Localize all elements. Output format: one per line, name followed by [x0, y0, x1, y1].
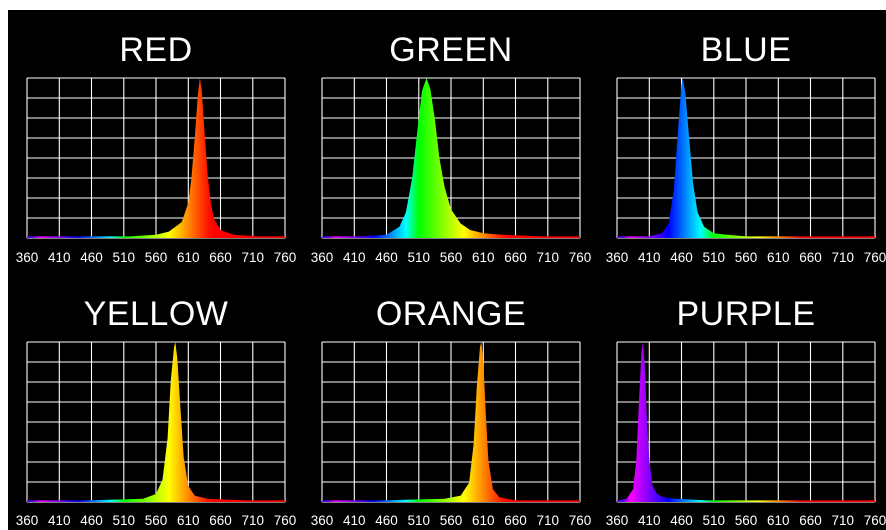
- x-tick-label: 760: [569, 513, 591, 528]
- x-tick-label: 460: [80, 513, 103, 528]
- spectrum-plot-purple: [616, 341, 876, 503]
- spectrum-plot-green: [321, 77, 581, 239]
- x-tick-label: 760: [864, 250, 886, 265]
- chart-title-blue: BLUE: [700, 31, 792, 69]
- x-tick-label: 610: [177, 513, 200, 528]
- plot-grid: [26, 77, 286, 239]
- x-tick-label: 760: [569, 250, 591, 265]
- x-tick-label: 760: [274, 250, 296, 265]
- x-tick-label: 760: [274, 513, 296, 528]
- x-tick-label: 460: [80, 250, 103, 265]
- x-axis-ticks: 360 410 460 510 560 610 660 710 760: [311, 250, 591, 265]
- plot-grid: [26, 341, 286, 503]
- x-tick-label: 510: [408, 250, 431, 265]
- chart-title-red: RED: [119, 31, 193, 69]
- x-tick-label: 610: [472, 513, 495, 528]
- x-tick-label: 360: [311, 513, 333, 528]
- x-tick-label: 410: [48, 513, 71, 528]
- spectrum-area: [617, 342, 875, 502]
- x-tick-label: 360: [606, 513, 628, 528]
- x-tick-label: 560: [145, 250, 168, 265]
- chart-grid: RED 360 410 460 510 560 610 660 710 760 GREEN 360 41…: [8, 10, 886, 530]
- chart-title-green: GREEN: [389, 31, 513, 69]
- x-axis-ticks: 360 410 460 510 560 610 660 710 760: [606, 250, 886, 265]
- x-tick-label: 760: [864, 513, 886, 528]
- x-tick-label: 560: [145, 513, 168, 528]
- x-tick-label: 560: [440, 250, 463, 265]
- x-tick-label: 660: [504, 513, 527, 528]
- spectrum-plot-blue: [616, 77, 876, 239]
- x-tick-label: 660: [209, 513, 232, 528]
- x-tick-label: 610: [767, 250, 790, 265]
- plot-grid: [616, 77, 876, 239]
- x-tick-label: 410: [638, 513, 661, 528]
- x-tick-label: 710: [832, 250, 855, 265]
- x-axis-ticks: 360 410 460 510 560 610 660 710 760: [606, 513, 886, 528]
- x-tick-label: 510: [703, 250, 726, 265]
- x-tick-label: 660: [799, 250, 822, 265]
- spectrum-plot-yellow: [26, 341, 286, 503]
- x-tick-label: 510: [703, 513, 726, 528]
- x-tick-label: 460: [375, 513, 398, 528]
- spectrum-plot-red: [26, 77, 286, 239]
- x-tick-label: 710: [242, 513, 265, 528]
- x-tick-label: 360: [606, 250, 628, 265]
- x-axis-ticks: 360 410 460 510 560 610 660 710 760: [311, 513, 591, 528]
- x-tick-label: 660: [799, 513, 822, 528]
- plot-grid: [321, 341, 581, 503]
- chart-title-purple: PURPLE: [676, 295, 816, 333]
- x-tick-label: 460: [670, 250, 693, 265]
- spectrum-plot-orange: [321, 341, 581, 503]
- spectrum-area: [617, 78, 875, 238]
- x-tick-label: 460: [375, 250, 398, 265]
- x-tick-label: 510: [408, 513, 431, 528]
- x-tick-label: 610: [472, 250, 495, 265]
- x-axis-ticks: 360 410 460 510 560 610 660 710 760: [16, 250, 296, 265]
- x-tick-label: 360: [311, 250, 333, 265]
- x-tick-label: 410: [343, 250, 366, 265]
- x-tick-label: 710: [242, 250, 265, 265]
- chart-title-yellow: YELLOW: [83, 295, 229, 333]
- x-tick-label: 510: [113, 250, 136, 265]
- x-tick-label: 610: [767, 513, 790, 528]
- x-tick-label: 360: [16, 513, 38, 528]
- x-tick-label: 660: [209, 250, 232, 265]
- x-tick-label: 410: [48, 250, 71, 265]
- x-tick-label: 460: [670, 513, 693, 528]
- x-tick-label: 610: [177, 250, 200, 265]
- x-tick-label: 560: [440, 513, 463, 528]
- x-axis-ticks: 360 410 460 510 560 610 660 710 760: [16, 513, 296, 528]
- x-tick-label: 360: [16, 250, 38, 265]
- x-tick-label: 560: [735, 513, 758, 528]
- x-tick-label: 510: [113, 513, 136, 528]
- x-tick-label: 710: [832, 513, 855, 528]
- x-tick-label: 710: [537, 250, 560, 265]
- plot-grid: [616, 341, 876, 503]
- x-tick-label: 410: [638, 250, 661, 265]
- x-tick-label: 560: [735, 250, 758, 265]
- x-tick-label: 660: [504, 250, 527, 265]
- x-tick-label: 710: [537, 513, 560, 528]
- chart-title-orange: ORANGE: [375, 295, 527, 333]
- x-tick-label: 410: [343, 513, 366, 528]
